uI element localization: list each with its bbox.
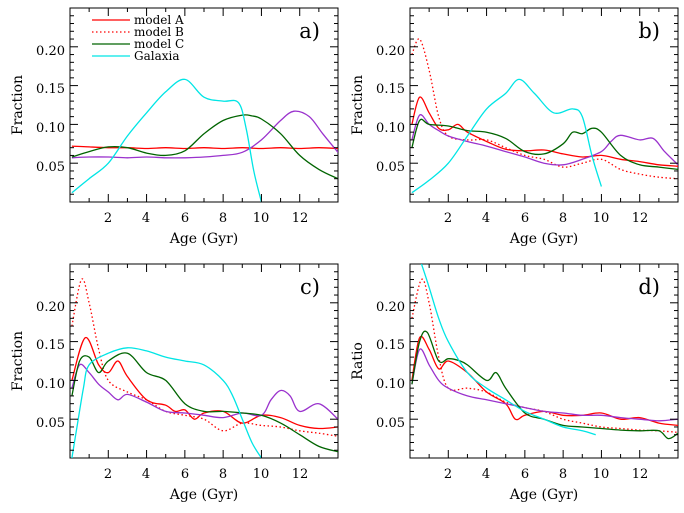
panel-c-series (71, 278, 338, 458)
y-tick-label: 0.20 (36, 44, 65, 59)
series-line (411, 96, 678, 167)
y-tick-label: 0.10 (376, 121, 405, 136)
y-axis-label: Fraction (10, 331, 26, 391)
x-tick-label: 6 (521, 211, 529, 226)
x-axis-label: Age (Gyr) (169, 487, 239, 503)
panel-label: a) (299, 19, 320, 43)
x-tick-label: 2 (104, 467, 112, 482)
panel-a-series (71, 78, 338, 202)
x-tick-label: 10 (253, 467, 270, 482)
x-tick-label: 8 (219, 467, 227, 482)
y-tick-label: 0.20 (36, 300, 65, 315)
panel-label: c) (300, 275, 320, 299)
series-line (411, 118, 678, 171)
y-tick-label: 0.20 (376, 44, 405, 59)
y-axis-label: Fraction (10, 75, 26, 135)
legend: model A model B model C Galaxia (92, 13, 184, 63)
x-tick-label: 10 (253, 211, 270, 226)
x-axis-label: Age (Gyr) (509, 231, 579, 247)
x-tick-label: 10 (593, 467, 610, 482)
plot-frame (69, 7, 339, 203)
series-line (71, 352, 338, 453)
y-tick-label: 0.05 (376, 416, 405, 431)
legend-label: model B (134, 25, 184, 39)
panel-a: 0.05 0.10 0.15 0.20 2 4 6 8 10 12 Age (G… (10, 7, 339, 247)
legend-label: Galaxia (134, 49, 180, 63)
x-axis-label: Age (Gyr) (169, 231, 239, 247)
x-tick-label: 6 (181, 467, 189, 482)
series-line (411, 348, 678, 422)
x-tick-label: 2 (444, 211, 452, 226)
series-line (71, 145, 338, 150)
series-line (411, 330, 678, 440)
legend-label: model A (134, 13, 184, 27)
x-tick-label: 4 (482, 467, 490, 482)
x-tick-label: 4 (482, 211, 490, 226)
x-tick-label: 8 (559, 211, 567, 226)
x-tick-label: 8 (219, 211, 227, 226)
series-line (411, 335, 678, 427)
x-tick-label: 12 (632, 211, 649, 226)
y-tick-label: 0.10 (36, 377, 65, 392)
x-tick-label: 6 (181, 211, 189, 226)
series-line (71, 337, 338, 430)
x-tick-label: 12 (292, 211, 309, 226)
y-axis-label: Ratio (350, 342, 366, 380)
x-tick-label: 12 (632, 467, 649, 482)
y-tick-label: 0.10 (36, 121, 65, 136)
panel-d: 0.05 0.10 0.15 0.20 2 4 6 8 10 12 Age (G… (350, 263, 679, 503)
series-line (420, 264, 596, 436)
x-tick-label: 2 (444, 467, 452, 482)
x-axis-label: Age (Gyr) (509, 487, 579, 503)
series-line (71, 363, 338, 420)
series-line (71, 110, 338, 159)
panel-b-series (411, 38, 678, 194)
panel-c-ticks (70, 264, 338, 458)
y-tick-label: 0.15 (376, 82, 405, 97)
series-line (71, 347, 262, 458)
series-line (411, 278, 678, 434)
x-tick-label: 4 (142, 211, 150, 226)
plot-frame (69, 263, 339, 459)
y-tick-label: 0.10 (376, 377, 405, 392)
legend-label: model C (134, 37, 184, 51)
panel-label: b) (638, 19, 660, 43)
y-tick-label: 0.20 (376, 300, 405, 315)
y-tick-label: 0.15 (36, 338, 65, 353)
panel-d-ticks (410, 264, 678, 458)
y-tick-label: 0.05 (376, 160, 405, 175)
series-line (411, 78, 603, 194)
x-tick-label: 4 (142, 467, 150, 482)
y-axis-label: Fraction (350, 75, 366, 135)
series-line (411, 113, 678, 166)
x-tick-label: 6 (521, 467, 529, 482)
y-tick-label: 0.15 (36, 82, 65, 97)
panel-b: 0.05 0.10 0.15 0.20 2 4 6 8 10 12 Age (G… (350, 7, 679, 247)
x-tick-label: 10 (593, 211, 610, 226)
series-line (71, 78, 263, 202)
panel-c: 0.05 0.10 0.15 0.20 2 4 6 8 10 12 Age (G… (10, 263, 339, 503)
y-tick-label: 0.05 (36, 416, 65, 431)
panel-b-ticks (410, 8, 678, 202)
panel-label: d) (638, 275, 660, 299)
panel-d-series (411, 264, 678, 440)
x-tick-label: 8 (559, 467, 567, 482)
y-tick-label: 0.15 (376, 338, 405, 353)
y-tick-label: 0.05 (36, 160, 65, 175)
x-tick-label: 2 (104, 211, 112, 226)
x-tick-label: 12 (292, 467, 309, 482)
series-line (411, 38, 678, 180)
panel-a-ticks (70, 8, 338, 202)
series-line (71, 114, 338, 180)
